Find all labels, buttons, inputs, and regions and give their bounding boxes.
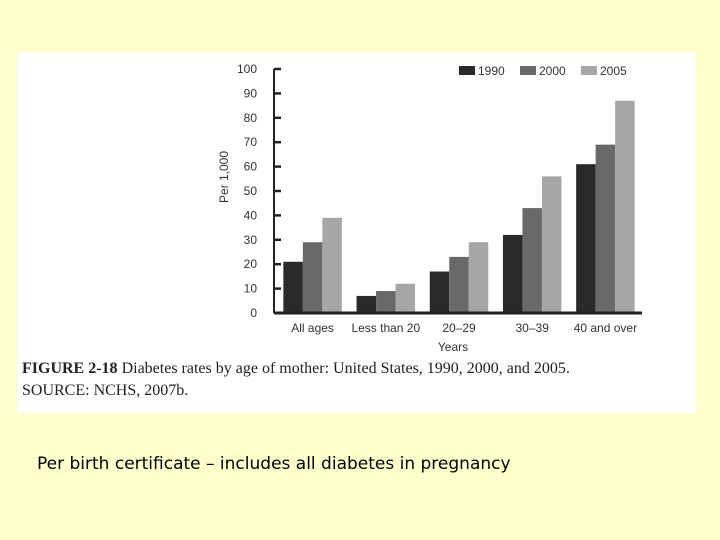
y-tick-label: 20 (244, 257, 258, 271)
figure-caption: FIGURE 2-18 Diabetes rates by age of mot… (22, 360, 570, 378)
bar (576, 164, 596, 313)
footnote: Per birth certificate – includes all dia… (37, 454, 511, 474)
x-tick-label: 20–29 (442, 321, 476, 335)
y-tick-label: 70 (244, 135, 258, 149)
figure-label: FIGURE 2-18 (22, 360, 118, 377)
legend-swatch (459, 66, 475, 75)
bar (468, 242, 489, 313)
bar (522, 208, 542, 313)
legend: 1990 2000 2005 (459, 64, 627, 78)
bar (429, 271, 450, 313)
x-tick-label: 30–39 (516, 321, 550, 335)
y-tick-label: 50 (244, 184, 258, 198)
y-tick-label: 60 (244, 160, 258, 174)
y-tick-label: 90 (244, 86, 258, 100)
y-tick-label: 80 (244, 111, 258, 125)
bar (302, 242, 323, 313)
bar (376, 291, 396, 313)
figure-panel: 0 10 20 30 40 50 60 70 80 90 100 All ages Less than… (17, 52, 696, 413)
x-axis: All ages Less than 20 20–29 30–39 40 and ove… (274, 311, 642, 335)
bar (322, 217, 342, 313)
bar (283, 261, 303, 313)
legend-label: 2000 (539, 64, 566, 78)
bar (395, 283, 416, 313)
bar (615, 100, 635, 313)
legend-label: 1990 (478, 64, 505, 78)
y-axis: 0 10 20 30 40 50 60 70 80 90 100 (237, 62, 281, 320)
x-tick-label: Less than 20 (351, 321, 420, 335)
y-tick-label: 10 (244, 282, 258, 296)
figure-source: SOURCE: NCHS, 2007b. (22, 382, 189, 399)
legend-swatch (520, 66, 536, 75)
y-axis-label: Per 1,000 (217, 151, 231, 203)
x-axis-label: Years (438, 340, 468, 354)
legend-swatch (581, 66, 597, 75)
x-tick-label: 40 and over (574, 321, 637, 335)
bar (595, 144, 616, 313)
figure-caption-text: Diabetes rates by age of mother: United … (121, 360, 570, 377)
bar (449, 256, 469, 313)
legend-label: 2005 (600, 64, 627, 78)
y-tick-label: 40 (244, 208, 258, 222)
bar (541, 176, 562, 313)
bar-chart: 0 10 20 30 40 50 60 70 80 90 100 All ages Less than… (217, 62, 642, 354)
bar (356, 295, 377, 313)
bars (283, 100, 635, 313)
x-tick-label: All ages (291, 321, 334, 335)
bar (502, 234, 523, 313)
y-tick-label: 30 (244, 233, 258, 247)
y-tick-label: 0 (250, 306, 257, 320)
y-tick-label: 100 (237, 62, 257, 76)
